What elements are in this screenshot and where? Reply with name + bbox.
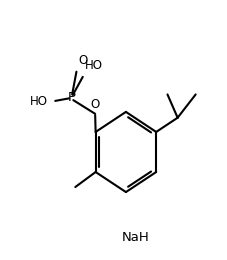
- Text: HO: HO: [85, 59, 103, 72]
- Text: NaH: NaH: [122, 231, 150, 244]
- Text: O: O: [78, 54, 87, 67]
- Text: O: O: [91, 98, 100, 111]
- Text: P: P: [67, 91, 76, 104]
- Text: HO: HO: [30, 95, 48, 108]
